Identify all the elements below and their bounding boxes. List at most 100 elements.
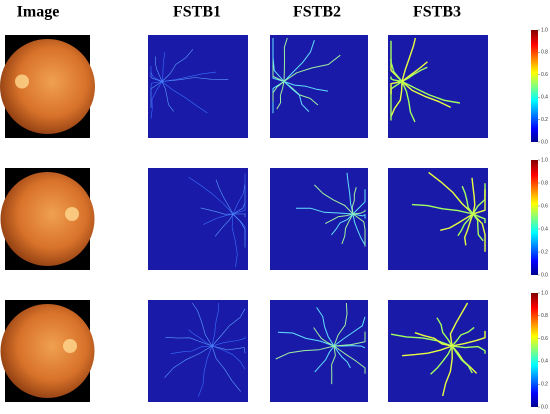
vessel <box>451 330 486 347</box>
vessel <box>275 345 335 360</box>
vessel <box>390 80 403 121</box>
vessel <box>161 81 208 114</box>
vessel <box>401 37 417 82</box>
colorbar-tick-label: 0.0 <box>541 272 548 278</box>
vessel <box>401 80 461 104</box>
colorbar-tick-label: 0.8 <box>541 50 548 56</box>
vessel <box>161 71 217 82</box>
vessel <box>457 213 474 237</box>
vessel <box>232 173 246 215</box>
vessel <box>428 171 474 215</box>
vessel <box>464 213 474 246</box>
vessel <box>150 81 163 119</box>
vessel <box>341 213 354 245</box>
vessel <box>401 61 428 83</box>
vessel <box>165 337 213 347</box>
vessel <box>451 345 473 374</box>
segmentation-map <box>148 168 248 270</box>
vessel <box>390 80 403 95</box>
vessel <box>451 345 486 354</box>
segmentation-map <box>148 300 248 402</box>
vessel <box>352 209 366 215</box>
colorbar-tick-label: 0.8 <box>541 180 548 186</box>
vessel <box>472 213 486 224</box>
vessel <box>314 345 335 373</box>
vessel <box>461 185 474 215</box>
vessel <box>411 203 474 215</box>
vessel <box>283 81 310 112</box>
vessel <box>211 308 246 347</box>
vessel <box>215 179 234 215</box>
colorbar-tick-label: 1.0 <box>541 290 548 296</box>
vessel <box>214 213 234 237</box>
vessel <box>333 331 366 347</box>
vessel <box>233 213 246 218</box>
vessel <box>472 213 484 242</box>
vessel <box>272 38 285 82</box>
vessel <box>472 213 486 252</box>
vessel <box>161 77 229 82</box>
colorbar-tick-label: 0.8 <box>541 313 548 319</box>
vessel <box>390 40 403 82</box>
vessel <box>170 345 213 354</box>
vessel <box>442 345 453 397</box>
vessel <box>351 187 357 215</box>
vessel <box>276 81 285 110</box>
vessel <box>390 81 403 117</box>
colorbar-tick-label: 0.6 <box>541 336 548 342</box>
colorbar <box>531 30 538 142</box>
vessel <box>333 316 366 347</box>
colorbar-tick-label: 0.4 <box>541 359 548 365</box>
vessel <box>316 307 335 347</box>
vessel <box>211 345 241 392</box>
optic-disc <box>63 339 77 353</box>
vessel <box>232 213 246 248</box>
optic-disc <box>65 207 79 221</box>
colorbar <box>531 293 538 407</box>
segmentation-map <box>270 168 368 270</box>
vessel <box>314 184 354 215</box>
vessel <box>352 189 366 215</box>
optic-disc <box>15 74 29 89</box>
colorbar-tick-label: 0.6 <box>541 203 548 209</box>
vessel <box>283 37 288 82</box>
vessel <box>232 201 246 215</box>
colorbar-tick-label: 1.0 <box>541 27 548 33</box>
column-header: Image <box>17 4 60 21</box>
vessel <box>352 213 366 246</box>
vessel <box>352 213 366 247</box>
segmentation-map <box>270 300 368 402</box>
vessel <box>161 52 166 82</box>
vessel <box>161 49 194 82</box>
vessel <box>390 333 453 347</box>
vessel <box>333 345 351 369</box>
vessel <box>272 81 285 102</box>
vessel <box>211 336 246 347</box>
vessel <box>324 213 354 225</box>
vessel <box>436 317 453 347</box>
vessel <box>440 213 474 231</box>
vessel <box>211 302 219 347</box>
vessel <box>451 326 475 347</box>
colorbar-tick-label: 0.0 <box>541 404 548 410</box>
vessel <box>401 66 428 83</box>
vessel <box>283 40 315 82</box>
vessel <box>277 331 335 347</box>
colorbar-tick-label: 1.0 <box>541 157 548 163</box>
vessel <box>402 345 453 357</box>
vessel <box>150 71 163 82</box>
vessel <box>211 345 246 354</box>
colorbar-tick-label: 0.6 <box>541 72 548 78</box>
vessel <box>202 213 234 225</box>
vessel <box>231 213 238 268</box>
vessel <box>283 81 329 92</box>
vessel <box>188 329 213 347</box>
vessel <box>401 81 416 123</box>
vessel <box>471 177 476 215</box>
vessel <box>188 176 234 215</box>
colorbar-tick-label: 0.4 <box>541 95 548 101</box>
vessel <box>430 345 453 375</box>
vessel <box>472 189 486 215</box>
vessel <box>352 213 366 219</box>
